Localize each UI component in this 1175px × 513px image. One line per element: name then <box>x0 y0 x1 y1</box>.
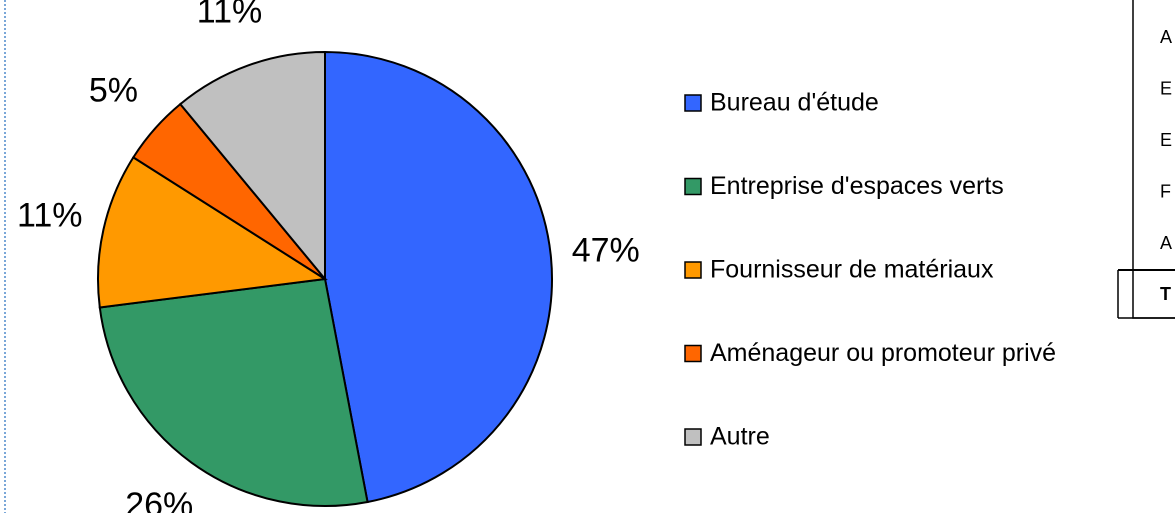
pie-slice <box>178 50 326 282</box>
table-cell: E <box>1160 130 1172 150</box>
legend-swatch <box>684 428 702 446</box>
data-label: 11% <box>17 196 83 234</box>
legend-label: Entreprise d'espaces verts <box>710 172 1004 200</box>
legend-swatch <box>684 94 702 112</box>
pie-slice <box>324 50 553 504</box>
legend-swatch <box>684 261 702 279</box>
pie-slice <box>98 277 369 507</box>
data-label: 26% <box>125 486 193 513</box>
legend-label: Fournisseur de matériaux <box>710 256 994 284</box>
table-cell: A <box>1160 27 1172 47</box>
table-cell: A <box>1160 233 1172 253</box>
table-total: T <box>1160 284 1171 304</box>
legend-label: Aménageur ou promoteur privé <box>710 339 1056 367</box>
data-label: 11% <box>197 0 263 31</box>
legend-label: Bureau d'étude <box>710 89 879 117</box>
pie-slice <box>97 155 328 309</box>
data-label: 47% <box>572 231 640 269</box>
table-cell: E <box>1160 78 1172 98</box>
table-cell: F <box>1160 181 1171 201</box>
legend-swatch <box>684 344 702 363</box>
data-label: 5% <box>89 71 138 109</box>
legend-label: Autre <box>710 423 770 451</box>
legend-swatch <box>684 177 702 196</box>
